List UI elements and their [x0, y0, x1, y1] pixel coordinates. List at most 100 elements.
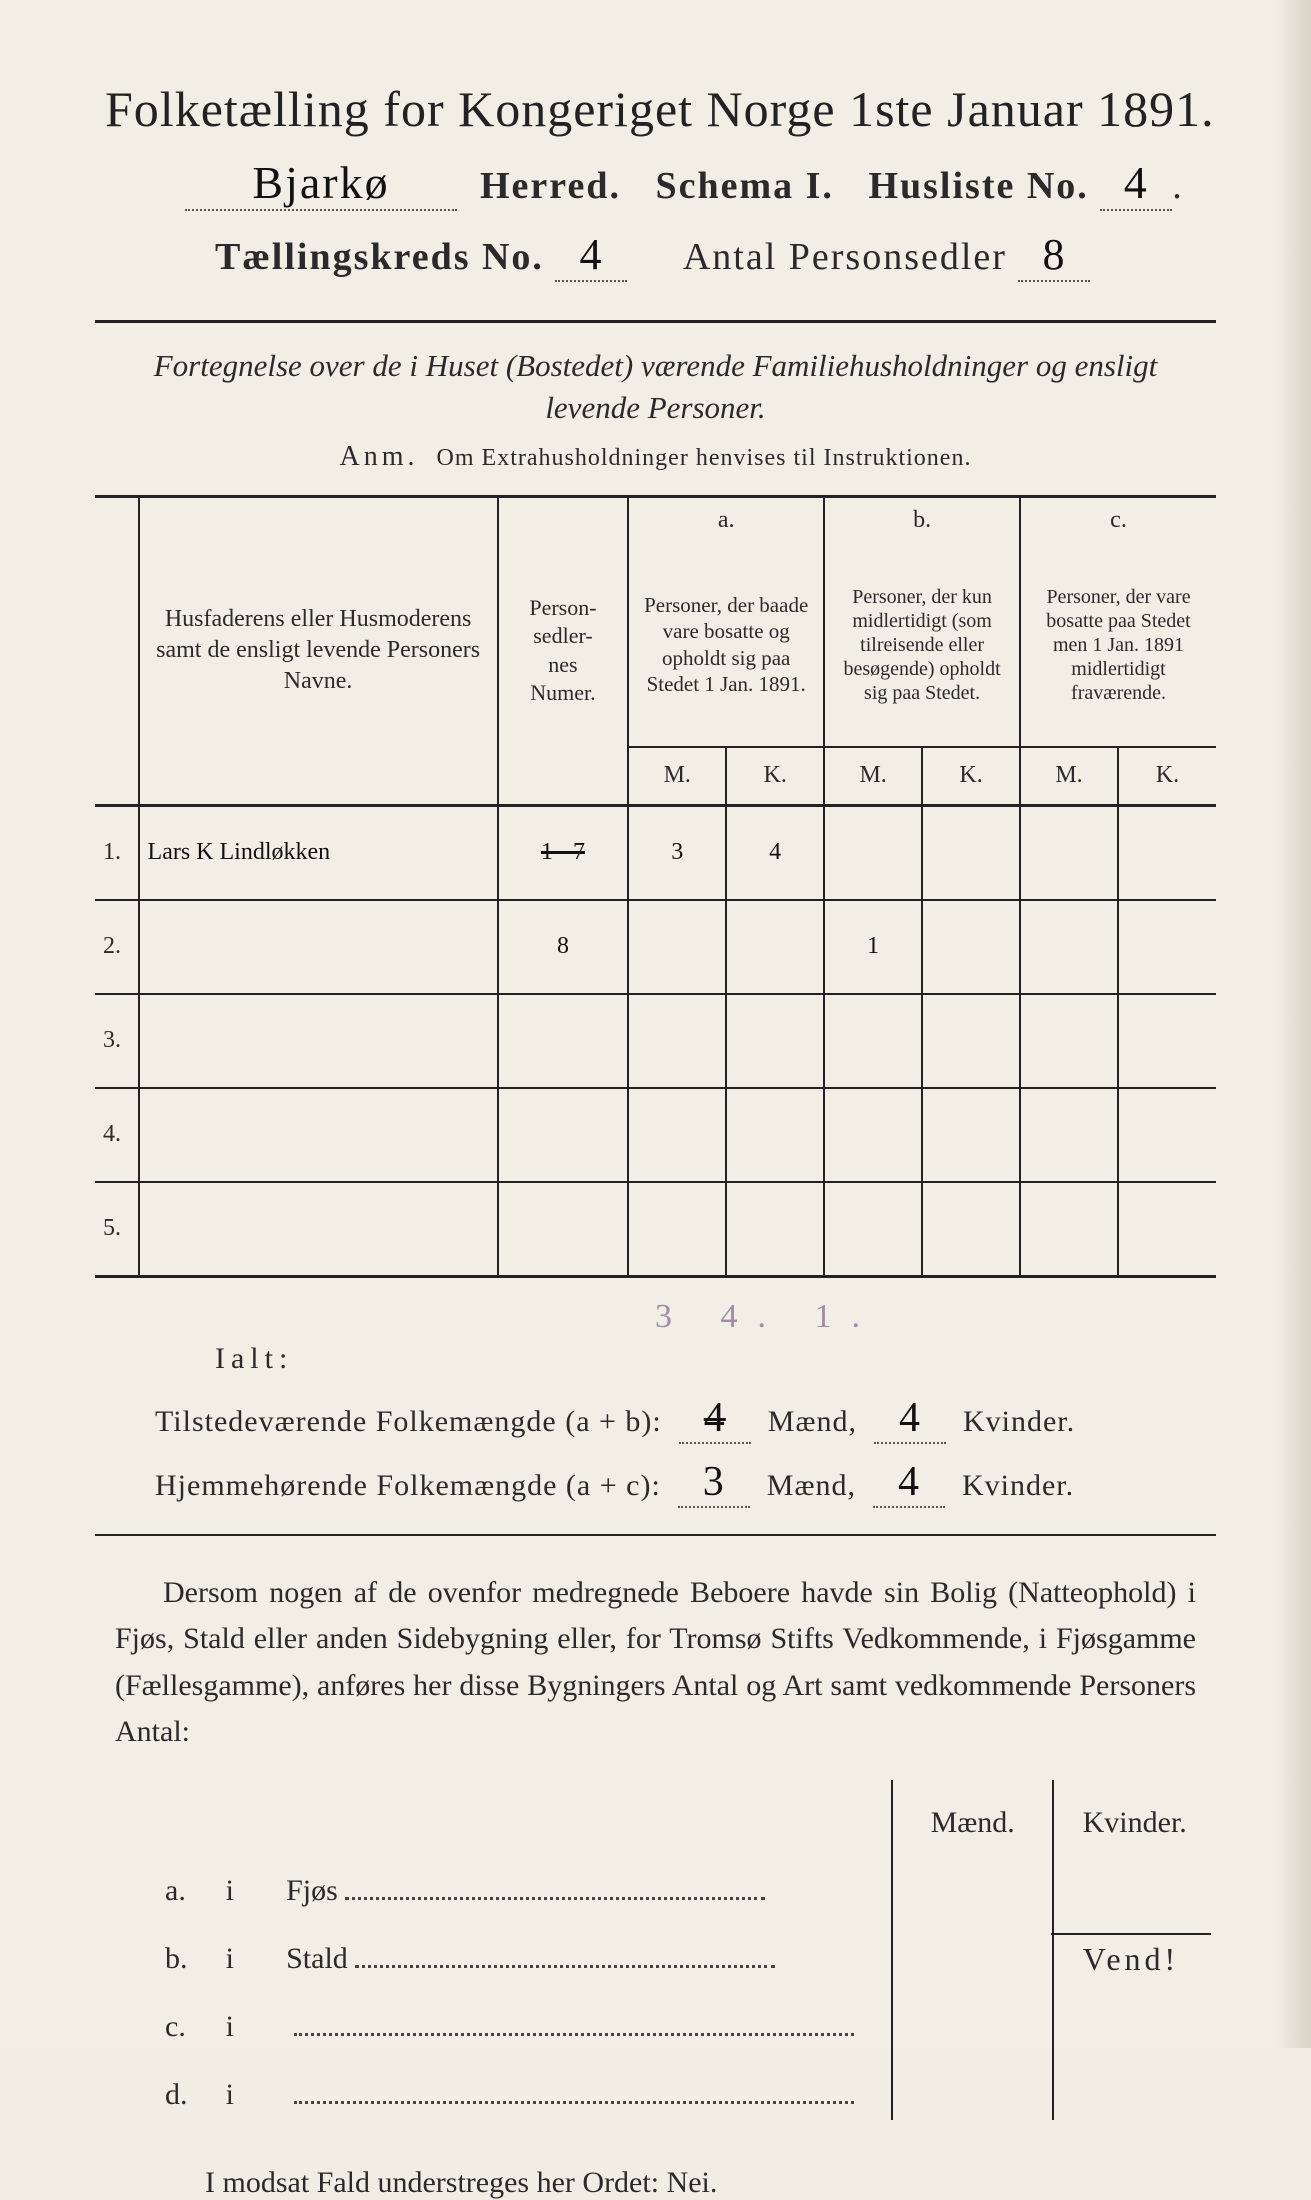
row-num: 1.	[95, 805, 139, 900]
fortegnelse-heading: Fortegnelse over de i Huset (Bostedet) v…	[125, 345, 1186, 429]
row-num: 5.	[95, 1182, 139, 1277]
hdr-a-m: M.	[628, 747, 726, 806]
row-num: 4.	[95, 1088, 139, 1182]
rule-1	[95, 320, 1216, 323]
table-row: 4.	[95, 1088, 1216, 1182]
col-a-text: Personer, der baade vare bosatte og opho…	[628, 544, 824, 747]
bldg-m	[892, 1984, 1054, 2052]
husliste-no: 4	[1100, 156, 1172, 211]
row-a-k	[726, 900, 824, 994]
bldg-k	[1053, 1984, 1215, 2052]
bldg-kind: Fjøs	[276, 1848, 892, 1916]
buildings-para-text: Dersom nogen af de ovenfor medregnede Be…	[115, 1576, 1196, 1749]
bldg-lbl: c.	[155, 1984, 216, 2052]
col-c-text: Personer, der vare bosatte paa Stedet me…	[1020, 544, 1216, 747]
kvinder-label-1: Kvinder.	[963, 1405, 1075, 1438]
tilstede-line: Tilstedeværende Folkemængde (a + b): 4 M…	[155, 1394, 1216, 1444]
row-sedler: 1 - 7	[498, 805, 629, 900]
row-b-m	[824, 994, 922, 1088]
anm-label: Anm.	[340, 441, 419, 472]
row-a-k	[726, 1182, 824, 1277]
col-rownum	[95, 496, 139, 805]
hjemme-m: 3	[678, 1458, 750, 1508]
hjemme-label: Hjemmehørende Folkemængde (a + c):	[155, 1469, 661, 1502]
col-name-header: Husfaderens eller Husmoderens samt de en…	[139, 496, 498, 805]
row-b-k	[922, 994, 1020, 1088]
maend-label-2: Mænd,	[767, 1469, 856, 1502]
row-num: 3.	[95, 994, 139, 1088]
row-sedler	[498, 1088, 629, 1182]
bldg-row: c.i	[155, 1984, 1215, 2052]
row-c-m	[1020, 994, 1118, 1088]
bldg-lbl: a.	[155, 1848, 216, 1916]
vend-label: Vend!	[1051, 1933, 1211, 1978]
row-a-m	[628, 1182, 726, 1277]
row-a-k	[726, 994, 824, 1088]
row-b-k	[922, 1182, 1020, 1277]
bldg-i: i	[216, 1916, 277, 1984]
kreds-line: Tællingskreds No. 4 Antal Personsedler 8	[215, 229, 1216, 282]
bldg-m	[892, 1848, 1054, 1916]
row-c-m	[1020, 1088, 1118, 1182]
row-name	[139, 1182, 498, 1277]
row-a-k: 4	[726, 805, 824, 900]
hdr-a-k: K.	[726, 747, 824, 806]
row-name	[139, 900, 498, 994]
table-row: 5.	[95, 1182, 1216, 1277]
bldg-i: i	[216, 1848, 277, 1916]
bldg-hdr-k: Kvinder.	[1053, 1780, 1215, 1848]
row-b-m: 1	[824, 900, 922, 994]
page-title: Folketælling for Kongeriget Norge 1ste J…	[105, 80, 1216, 138]
col-a-label: a.	[628, 496, 824, 544]
bldg-m	[892, 1916, 1054, 1984]
ialt-label: Ialt:	[215, 1342, 1216, 1376]
kreds-no: 4	[555, 229, 627, 282]
row-c-k	[1118, 994, 1216, 1088]
row-c-m	[1020, 805, 1118, 900]
bldg-k	[1053, 1848, 1215, 1916]
census-form-page: Folketælling for Kongeriget Norge 1ste J…	[0, 0, 1311, 2048]
table-row: 2.81	[95, 900, 1216, 994]
row-c-k	[1118, 805, 1216, 900]
row-c-m	[1020, 900, 1118, 994]
pencil-sums: 3 4. 1.	[655, 1298, 1216, 1336]
anm-line: Anm. Om Extrahusholdninger henvises til …	[95, 441, 1216, 473]
row-c-k	[1118, 900, 1216, 994]
col-c-label: c.	[1020, 496, 1216, 544]
row-name	[139, 994, 498, 1088]
row-a-m	[628, 1088, 726, 1182]
herred-handwritten: Bjarkø	[185, 156, 457, 211]
row-a-m	[628, 994, 726, 1088]
bldg-hdr-m: Mænd.	[892, 1780, 1054, 1848]
row-b-m	[824, 1088, 922, 1182]
bldg-row: d.i	[155, 2052, 1215, 2120]
col-b-text: Personer, der kun midlertidigt (som tilr…	[824, 544, 1020, 747]
row-b-m	[824, 805, 922, 900]
herred-label: Herred.	[480, 165, 621, 207]
row-sedler: 8	[498, 900, 629, 994]
row-name: Lars K Lindløkken	[139, 805, 498, 900]
row-a-k	[726, 1088, 824, 1182]
hdr-c-m: M.	[1020, 747, 1118, 806]
row-num: 2.	[95, 900, 139, 994]
bldg-i: i	[216, 1984, 277, 2052]
row-b-m	[824, 1182, 922, 1277]
antal-val: 8	[1018, 229, 1090, 282]
hjemme-line: Hjemmehørende Folkemængde (a + c): 3 Mæn…	[155, 1458, 1216, 1508]
row-sedler	[498, 994, 629, 1088]
row-c-k	[1118, 1182, 1216, 1277]
anm-text: Om Extrahusholdninger henvises til Instr…	[437, 445, 972, 471]
hdr-b-k: K.	[922, 747, 1020, 806]
row-name	[139, 1088, 498, 1182]
bldg-spacer	[155, 1780, 892, 1848]
buildings-paragraph: Dersom nogen af de ovenfor medregnede Be…	[115, 1570, 1196, 1756]
row-c-m	[1020, 1182, 1118, 1277]
hdr-c-k: K.	[1118, 747, 1216, 806]
bldg-i: i	[216, 2052, 277, 2120]
hdr-b-m: M.	[824, 747, 922, 806]
tilstede-m: 4	[679, 1394, 751, 1444]
kreds-label: Tællingskreds No.	[215, 236, 544, 278]
antal-label: Antal Personsedler	[683, 236, 1007, 278]
tilstede-label: Tilstedeværende Folkemængde (a + b):	[155, 1405, 662, 1438]
row-b-k	[922, 900, 1020, 994]
